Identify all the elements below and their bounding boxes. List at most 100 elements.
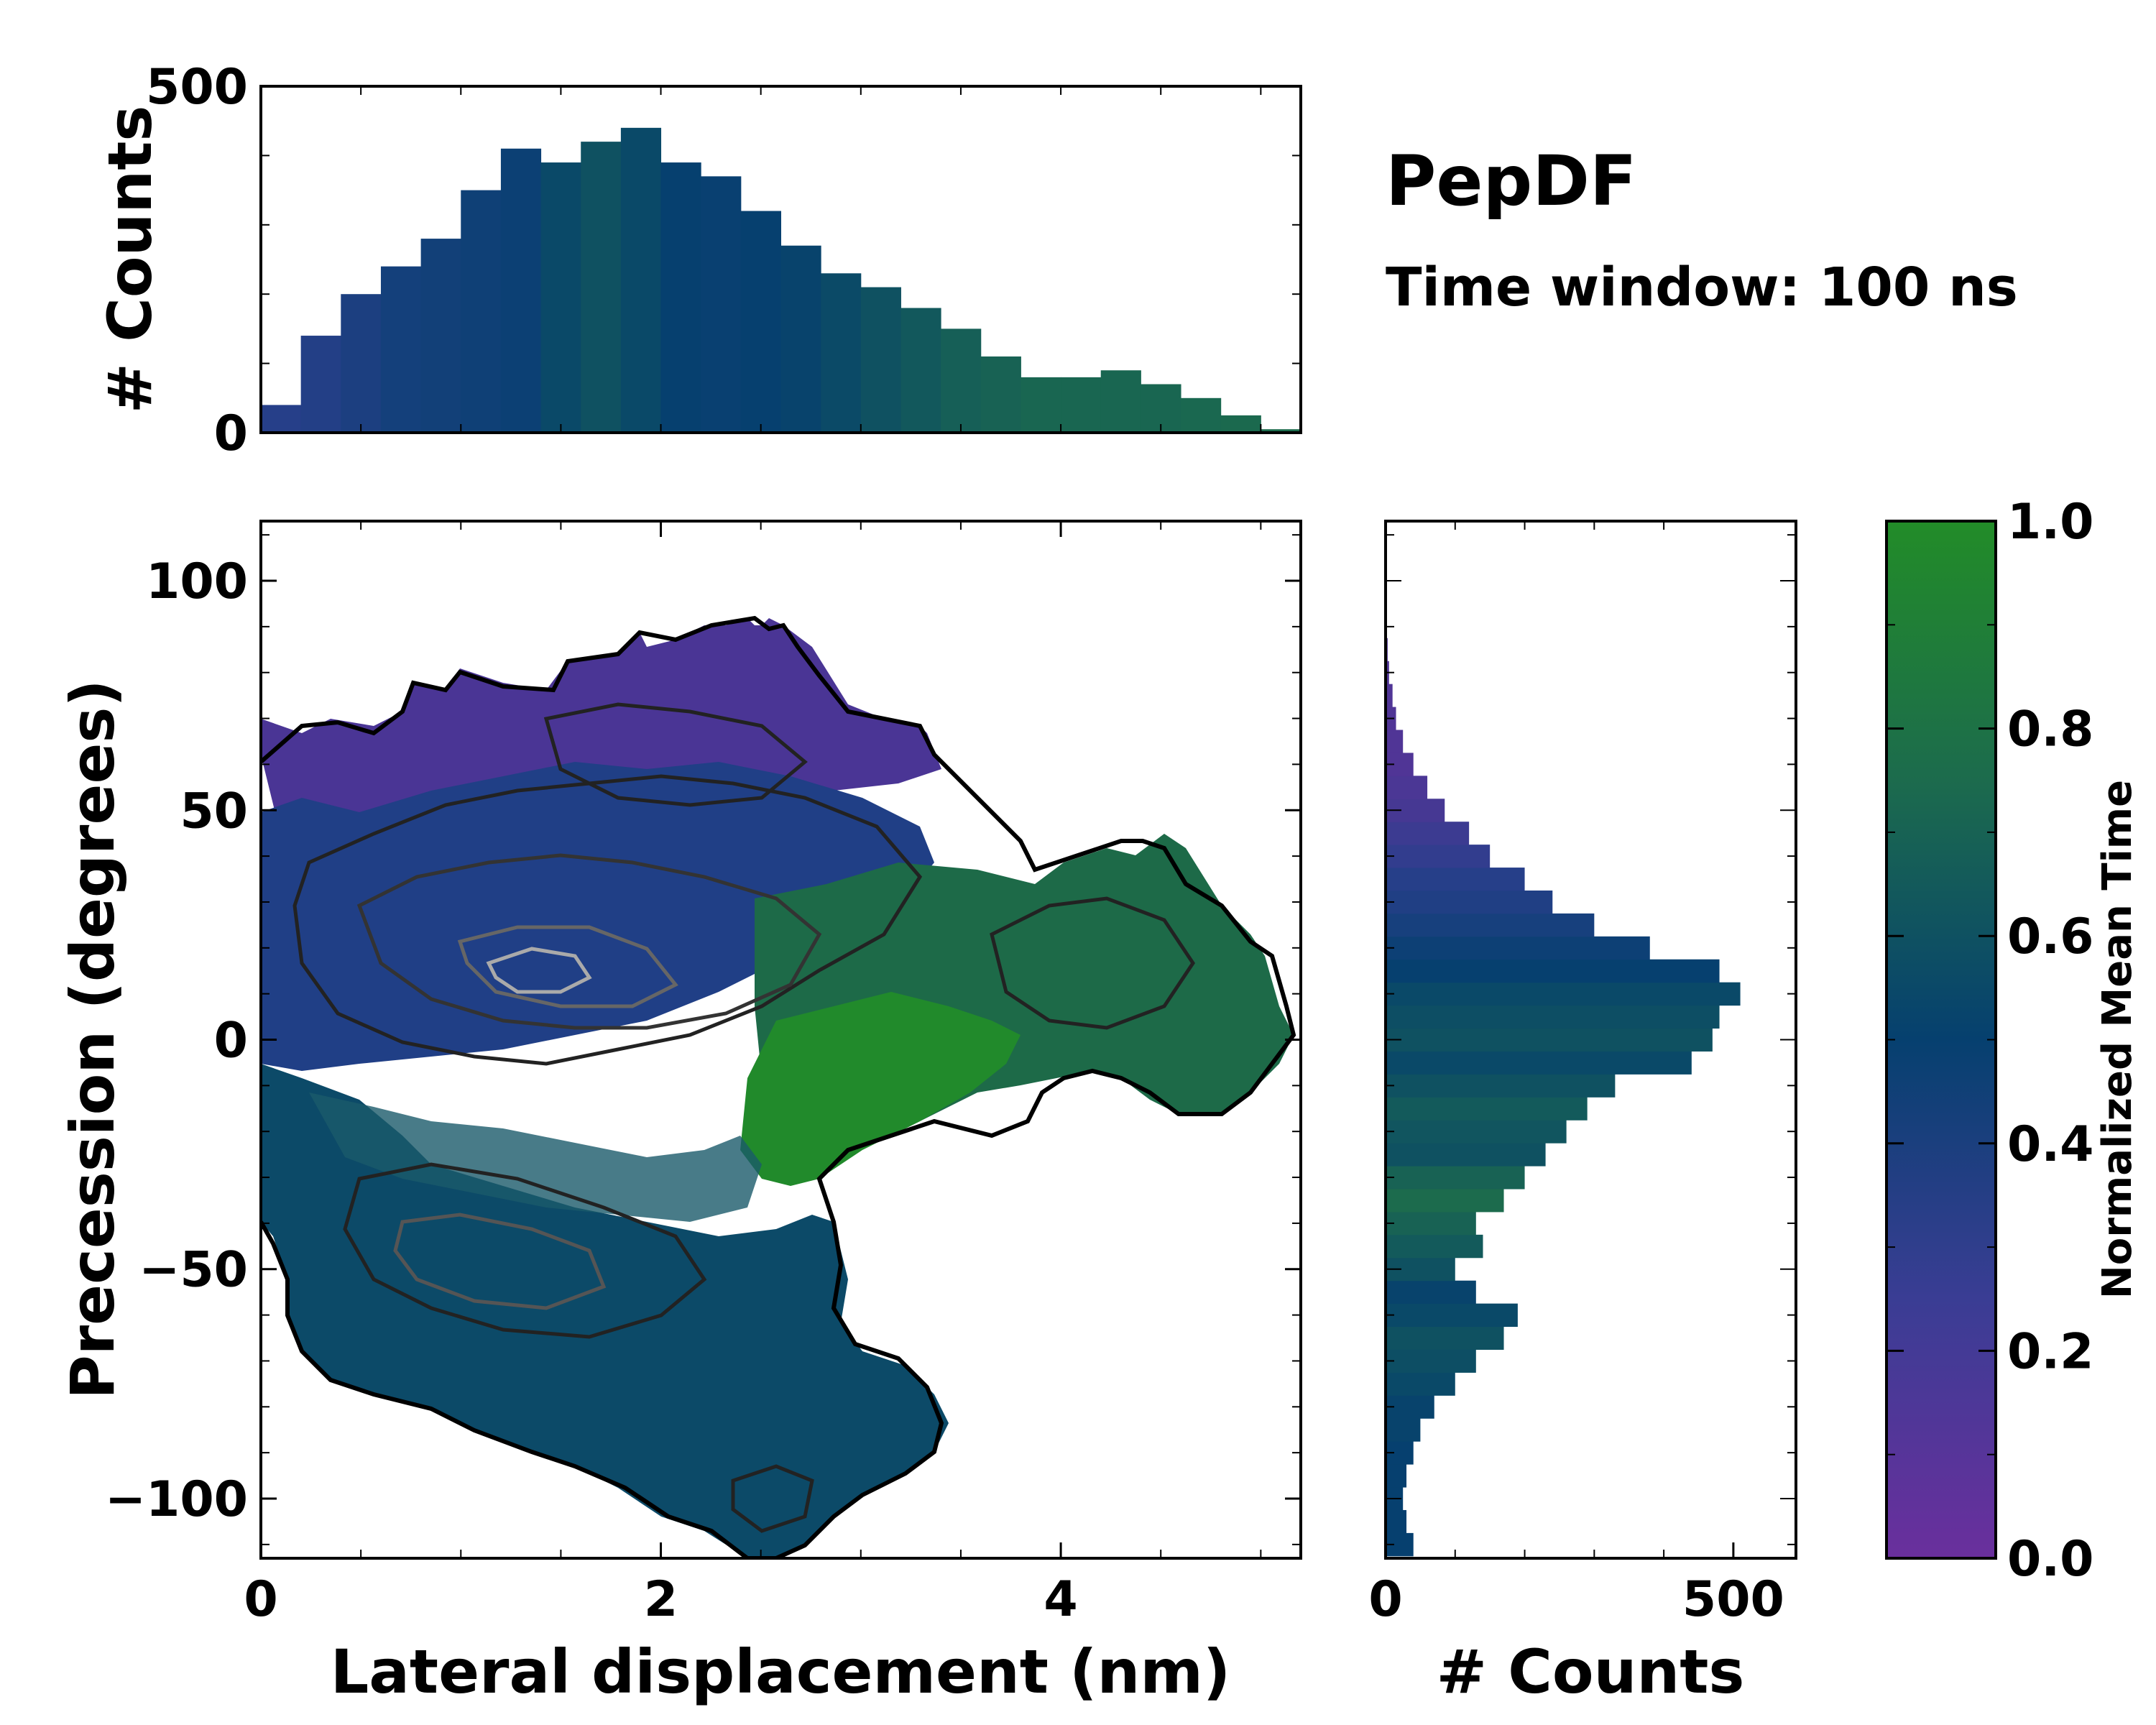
top-hist-bar: [261, 405, 302, 433]
density-contour: [393, 1213, 607, 1310]
heatmap-region-middle: [261, 762, 934, 1071]
right-hist-bar: [1386, 936, 1650, 960]
chart-title: PepDF: [1386, 141, 1636, 221]
right-hist-bar: [1386, 1074, 1616, 1098]
top-hist-bar: [780, 245, 821, 433]
density-contour: [457, 925, 678, 1008]
top-hist-bar: [821, 273, 862, 433]
top-hist-bar: [461, 190, 502, 433]
right-hist-bar: [1386, 1211, 1476, 1236]
right-hist-bar: [1386, 822, 1470, 845]
density-contour: [731, 1464, 814, 1533]
colorbar-tick-label: 0.8: [2007, 702, 2093, 758]
colorbar-tick-label: 0.4: [2007, 1116, 2093, 1173]
y-axis-label: Precession (degrees): [57, 679, 128, 1399]
right-hist-bar: [1386, 776, 1428, 799]
heatmap-region-green: [740, 992, 1021, 1186]
right-hist-bar: [1386, 845, 1491, 868]
y-tick-label: 50: [180, 783, 248, 840]
top-hist-bar: [300, 336, 341, 433]
density-contour: [356, 853, 822, 1030]
right-hist-bar: [1386, 1143, 1546, 1167]
top-hist-bar: [620, 127, 662, 433]
right-hist-bar: [1386, 1303, 1518, 1328]
top-hist-bar: [660, 162, 701, 433]
right-hist-bar: [1386, 1189, 1504, 1213]
right-hist-bar: [1386, 959, 1720, 983]
region-outline: [261, 615, 1296, 1558]
right-hist-bar: [1386, 1326, 1504, 1350]
right-hist-bar: [1386, 1166, 1525, 1190]
top-hist-bar: [980, 356, 1021, 433]
colorbar-gradient: [1886, 521, 1996, 1558]
right-hist-bar: [1386, 1051, 1692, 1075]
right-hist-bar: [1386, 1120, 1567, 1144]
right-hist-bar: [1386, 1349, 1476, 1373]
top-hist-bar: [1061, 377, 1102, 433]
chart-subtitle: Time window: 100 ns: [1386, 257, 2018, 318]
colorbar-tick-label: 0.2: [2007, 1323, 2093, 1380]
top-hist-bar: [341, 294, 382, 433]
main-heatmap: 0 2 4 −100 −50 0 50 100 Lateral displacement (n…: [57, 520, 1302, 1707]
top-histogram-frame: [259, 85, 1302, 434]
top-hist-bar: [420, 239, 461, 433]
right-hist-bar: [1386, 684, 1393, 708]
right-hist-bar: [1386, 1097, 1588, 1121]
right-hist-bar: [1386, 1464, 1407, 1488]
top-hist-bar: [740, 211, 781, 433]
top-hist-bar: [1261, 429, 1301, 433]
y-tick-label: 100: [146, 553, 248, 610]
top-hist-bar: [1181, 397, 1222, 433]
right-hist-bar: [1386, 1509, 1407, 1534]
right-hist-bar: [1386, 868, 1525, 891]
density-contour: [486, 947, 592, 994]
right-hist-bar: [1386, 730, 1404, 753]
y-tick-label: −100: [105, 1471, 248, 1528]
top-hist-bar: [581, 142, 622, 433]
top-hist-bar: [500, 148, 542, 433]
colorbar-tick-label: 1.0: [2007, 494, 2093, 551]
top-y-tick-label: 500: [146, 59, 248, 116]
right-hist-bar: [1386, 982, 1741, 1006]
top-hist-bar: [1100, 370, 1141, 433]
right-hist-bar: [1386, 913, 1595, 937]
colorbar-tick-label: 0.6: [2007, 908, 2093, 965]
top-y-tick-label: 0: [214, 405, 248, 462]
right-histogram: 0 500 # Counts: [1368, 520, 1797, 1707]
top-hist-bar: [1021, 377, 1061, 433]
colorbar-tick-label: 0.0: [2007, 1531, 2093, 1588]
top-hist-bar: [540, 162, 581, 433]
density-contour: [543, 702, 808, 807]
right-hist-bar: [1386, 1005, 1720, 1029]
top-hist-bar: [941, 328, 982, 433]
colorbar-label: Normalized Mean Time: [2094, 780, 2141, 1299]
heatmap-region-lower: [261, 1064, 949, 1558]
right-hist-bar: [1386, 1418, 1421, 1442]
x-tick-label: 4: [1044, 1571, 1077, 1628]
density-contour: [292, 774, 923, 1066]
right-hist-bar: [1386, 1280, 1476, 1305]
right-hist-bar: [1386, 890, 1553, 914]
top-histogram-ylabel: # Counts: [95, 106, 165, 414]
right-x-tick-label: 500: [1682, 1571, 1784, 1628]
right-hist-bar: [1386, 1372, 1455, 1396]
x-tick-label: 0: [244, 1571, 277, 1628]
y-tick-label: −50: [139, 1242, 248, 1299]
top-hist-bar: [380, 266, 422, 433]
colorbar: 0.0 0.2 0.4 0.6 0.8 1.0 Normalized Mean Time: [1885, 494, 2141, 1588]
top-hist-bar: [900, 308, 941, 433]
right-hist-bar: [1386, 1028, 1713, 1052]
x-tick-label: 2: [644, 1571, 678, 1628]
top-histogram: 0 500 # Counts: [95, 59, 1302, 462]
top-hist-bar: [701, 176, 742, 433]
top-hist-bar: [1220, 415, 1261, 433]
density-contour: [343, 1162, 707, 1339]
heatmap-region-mixed: [309, 1092, 762, 1222]
right-hist-bar: [1386, 1234, 1483, 1259]
top-hist-bar: [860, 287, 901, 433]
density-contour: [990, 896, 1196, 1030]
right-histogram-xlabel: # Counts: [1437, 1637, 1745, 1707]
x-axis-label: Lateral displacement (nm): [331, 1637, 1231, 1707]
y-tick-label: 0: [214, 1013, 248, 1070]
